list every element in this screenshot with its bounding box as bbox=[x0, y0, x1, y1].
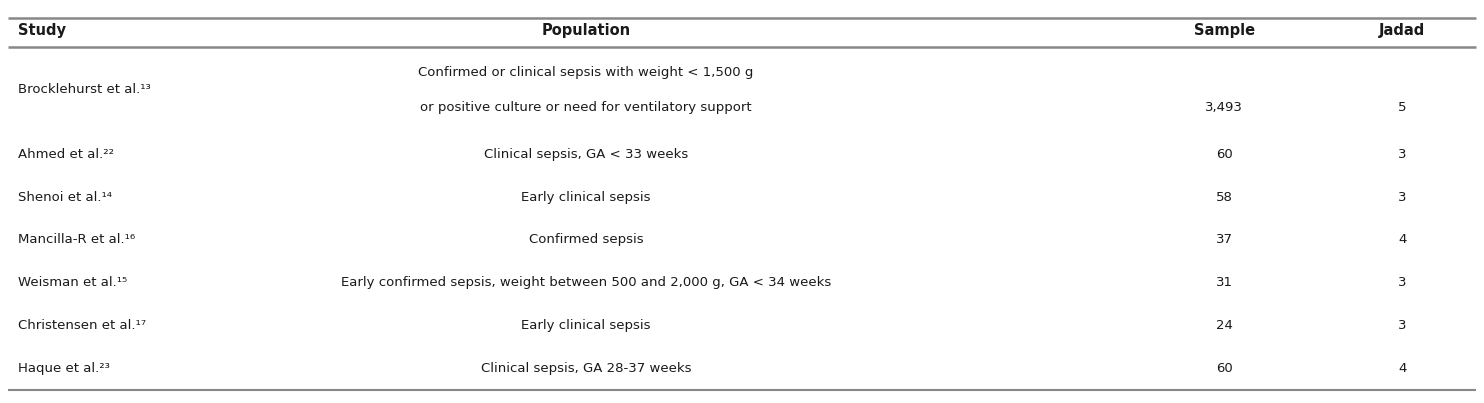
Text: Early clinical sepsis: Early clinical sepsis bbox=[521, 319, 651, 332]
Text: Mancilla-R et al.¹⁶: Mancilla-R et al.¹⁶ bbox=[18, 233, 135, 247]
Text: Jadad: Jadad bbox=[1379, 23, 1426, 39]
Text: 58: 58 bbox=[1215, 191, 1233, 204]
Text: 3: 3 bbox=[1398, 276, 1407, 289]
Text: 3,493: 3,493 bbox=[1205, 100, 1244, 114]
Text: Haque et al.²³: Haque et al.²³ bbox=[18, 362, 110, 375]
Text: Early confirmed sepsis, weight between 500 and 2,000 g, GA < 34 weeks: Early confirmed sepsis, weight between 5… bbox=[341, 276, 831, 289]
Text: Shenoi et al.¹⁴: Shenoi et al.¹⁴ bbox=[18, 191, 111, 204]
Text: 60: 60 bbox=[1215, 362, 1233, 375]
Text: 37: 37 bbox=[1215, 233, 1233, 247]
Text: Confirmed or clinical sepsis with weight < 1,500 g: Confirmed or clinical sepsis with weight… bbox=[418, 66, 754, 79]
Text: Population: Population bbox=[542, 23, 631, 39]
Text: Study: Study bbox=[18, 23, 65, 39]
Text: Sample: Sample bbox=[1193, 23, 1255, 39]
Text: or positive culture or need for ventilatory support: or positive culture or need for ventilat… bbox=[420, 100, 752, 114]
Text: 3: 3 bbox=[1398, 147, 1407, 161]
Text: 4: 4 bbox=[1398, 362, 1407, 375]
Text: Brocklehurst et al.¹³: Brocklehurst et al.¹³ bbox=[18, 83, 150, 96]
Text: Ahmed et al.²²: Ahmed et al.²² bbox=[18, 147, 114, 161]
Text: Clinical sepsis, GA 28-37 weeks: Clinical sepsis, GA 28-37 weeks bbox=[481, 362, 692, 375]
Text: Weisman et al.¹⁵: Weisman et al.¹⁵ bbox=[18, 276, 128, 289]
Text: Christensen et al.¹⁷: Christensen et al.¹⁷ bbox=[18, 319, 145, 332]
Text: 31: 31 bbox=[1215, 276, 1233, 289]
Text: 5: 5 bbox=[1398, 100, 1407, 114]
Text: 60: 60 bbox=[1215, 147, 1233, 161]
Text: Clinical sepsis, GA < 33 weeks: Clinical sepsis, GA < 33 weeks bbox=[484, 147, 689, 161]
Text: 3: 3 bbox=[1398, 191, 1407, 204]
Text: 24: 24 bbox=[1215, 319, 1233, 332]
Text: Early clinical sepsis: Early clinical sepsis bbox=[521, 191, 651, 204]
Text: 4: 4 bbox=[1398, 233, 1407, 247]
Text: 3: 3 bbox=[1398, 319, 1407, 332]
Text: Confirmed sepsis: Confirmed sepsis bbox=[528, 233, 644, 247]
